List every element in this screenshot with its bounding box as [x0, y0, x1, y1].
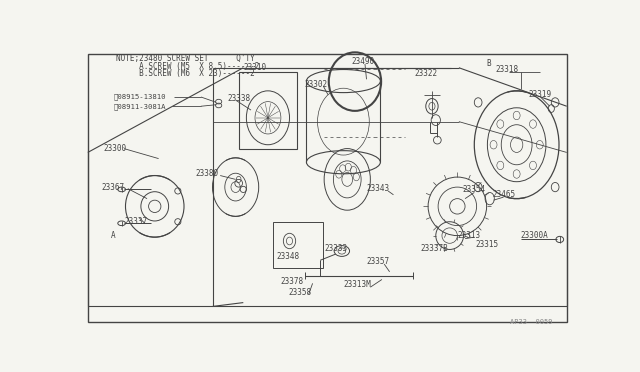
Text: 23337B: 23337B [420, 244, 448, 253]
Text: 23380: 23380 [196, 170, 219, 179]
Bar [239, 71, 297, 148]
Text: 23490: 23490 [351, 57, 374, 66]
Text: 23300A: 23300A [520, 231, 548, 240]
Text: B: B [486, 60, 492, 68]
Text: 23300: 23300 [103, 144, 126, 153]
Text: 23354: 23354 [463, 185, 486, 194]
Bar [273, 222, 323, 268]
Text: Ⓥ08915-13810: Ⓥ08915-13810 [114, 94, 166, 100]
Text: 23357: 23357 [367, 257, 390, 266]
Text: 23310: 23310 [243, 63, 266, 72]
Text: 23313: 23313 [458, 231, 481, 240]
Text: 23343: 23343 [367, 184, 390, 193]
Text: 23333: 23333 [324, 244, 348, 253]
Text: 23318: 23318 [496, 65, 519, 74]
Text: 23338: 23338 [228, 94, 251, 103]
Text: 23315: 23315 [476, 240, 499, 249]
Text: 23322: 23322 [414, 70, 437, 78]
Text: 23319: 23319 [528, 90, 551, 99]
Text: A.SCREW (M5  X 8.5)------2: A.SCREW (M5 X 8.5)------2 [116, 62, 260, 71]
Text: A: A [111, 231, 115, 240]
Text: 23348: 23348 [276, 252, 300, 261]
Text: Ⓝ08911-3081A: Ⓝ08911-3081A [114, 103, 166, 109]
Text: 23465: 23465 [492, 190, 515, 199]
Text: 23358: 23358 [288, 288, 311, 297]
Text: 23367: 23367 [102, 183, 125, 192]
Text: 23302: 23302 [305, 80, 328, 89]
Text: NOTE;23480 SCREW SET      Q'TY: NOTE;23480 SCREW SET Q'TY [116, 54, 255, 63]
Text: B.SCREW (M6  X 23)------2: B.SCREW (M6 X 23)------2 [116, 70, 255, 78]
Text: 23313M: 23313M [344, 280, 371, 289]
Text: 23337: 23337 [124, 217, 147, 226]
Text: 23378: 23378 [280, 277, 303, 286]
Text: AP33  0059: AP33 0059 [509, 319, 552, 325]
